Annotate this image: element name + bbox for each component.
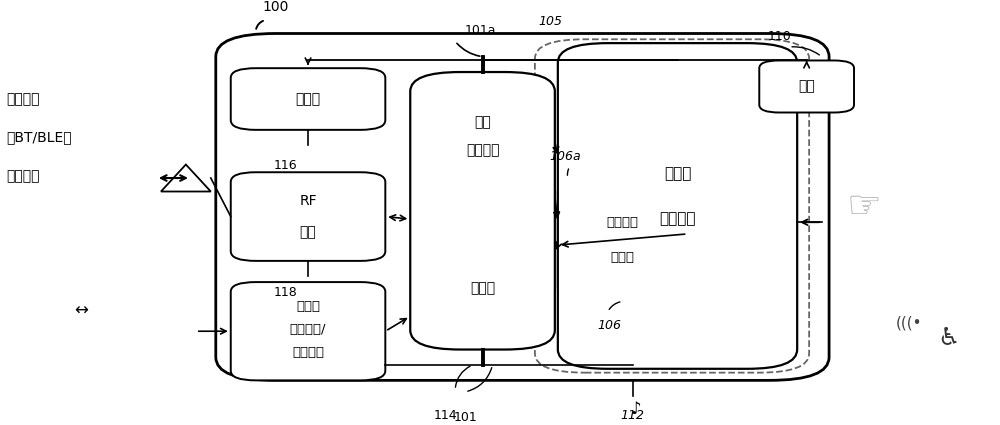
Text: 112: 112 [621,409,645,422]
Text: 101a: 101a [465,24,497,37]
FancyBboxPatch shape [231,68,385,130]
Text: 加速度: 加速度 [296,300,320,313]
Text: （BT/BLE）: （BT/BLE） [6,130,72,144]
FancyBboxPatch shape [535,39,809,373]
Text: RF: RF [299,194,317,208]
FancyBboxPatch shape [410,72,555,349]
FancyBboxPatch shape [558,43,797,369]
FancyBboxPatch shape [558,182,687,298]
Text: 按钮: 按钮 [798,79,815,94]
Text: 振动器: 振动器 [295,92,321,106]
Text: 105: 105 [538,15,562,28]
Text: ↔: ↔ [74,302,88,320]
Text: 110: 110 [767,30,791,43]
FancyBboxPatch shape [231,172,385,261]
Text: ☞: ☞ [847,188,881,226]
FancyBboxPatch shape [759,60,854,113]
FancyBboxPatch shape [216,34,829,380]
Text: 触摸面板: 触摸面板 [659,212,696,227]
Text: 100: 100 [262,0,289,14]
Text: 114: 114 [433,409,457,422]
Text: ♪: ♪ [630,400,641,418]
Text: 界面引擎: 界面引擎 [466,143,499,157]
Text: ♿: ♿ [938,326,960,350]
Text: 控制器: 控制器 [611,250,635,264]
Text: 智能电话: 智能电话 [6,92,40,106]
Text: 接口: 接口 [300,225,316,239]
Text: 触摸面板: 触摸面板 [607,216,639,229]
Text: 处理器: 处理器 [470,281,495,295]
Text: 蜂窝网络: 蜂窝网络 [6,169,40,183]
Text: 用户: 用户 [474,115,491,129]
Text: 116: 116 [274,159,297,172]
Text: 106: 106 [598,320,622,332]
Text: 101: 101 [453,411,477,424]
Text: 118: 118 [274,286,297,299]
Text: 显示器: 显示器 [664,166,691,181]
Text: 或陀螺仪: 或陀螺仪 [292,346,324,360]
Text: (((•: (((• [896,315,922,330]
Text: 传感器和/: 传感器和/ [290,323,326,336]
FancyBboxPatch shape [231,282,385,380]
Text: 106a: 106a [550,150,581,163]
